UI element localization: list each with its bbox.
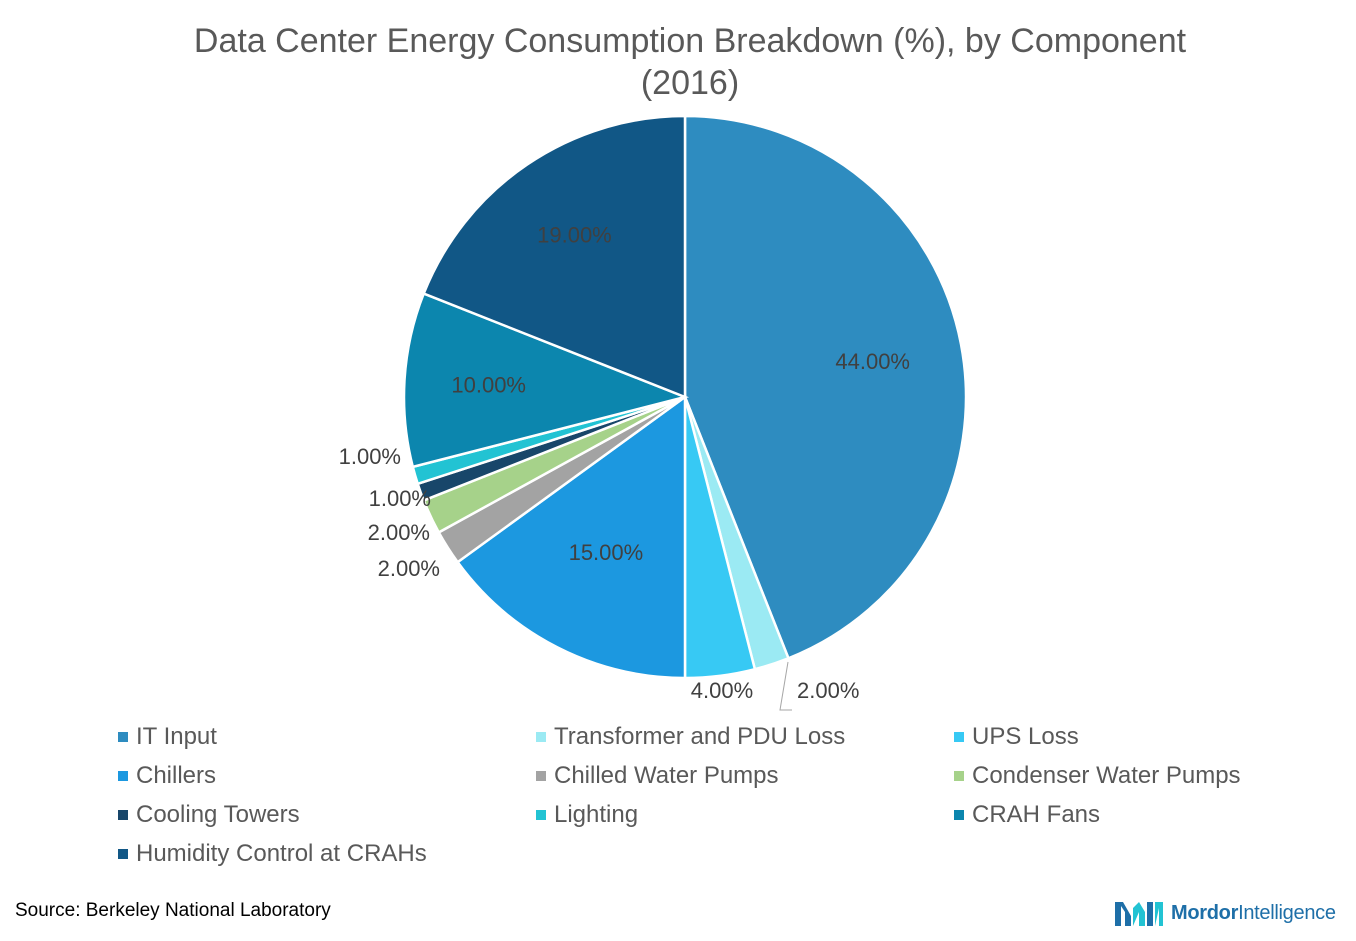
source-note: Source: Berkeley National Laboratory	[15, 900, 331, 921]
data-label: 1.00%	[369, 486, 431, 511]
legend-label: Condenser Water Pumps	[972, 762, 1241, 789]
pie-slice-chillers	[455, 394, 687, 680]
legend-label: Lighting	[554, 801, 639, 828]
pie-slice-humidity-control-at-crahs	[422, 114, 687, 399]
legend-item: Chilled Water Pumps	[528, 761, 946, 791]
legend-swatch	[118, 771, 128, 781]
logo-brand-light: Intelligence	[1238, 901, 1336, 924]
legend-label: Chillers	[136, 762, 217, 789]
mordor-logo-icon	[1115, 902, 1163, 926]
legend-item: Transformer and PDU Loss	[528, 722, 946, 752]
data-label: 2.00%	[378, 556, 440, 581]
legend-swatch	[536, 810, 546, 820]
legend-swatch	[954, 810, 964, 820]
legend-label: Cooling Towers	[136, 801, 300, 828]
chart-title: Data Center Energy Consumption Breakdown…	[193, 22, 1187, 102]
mordor-intelligence-logo: MordorIntelligence	[1115, 898, 1336, 928]
legend-item: UPS Loss	[946, 722, 1310, 752]
legend: IT Input Transformer and PDU Loss UPS Loss…	[110, 722, 1310, 869]
data-label: 15.00%	[569, 540, 644, 565]
legend-swatch	[954, 732, 964, 742]
logo-wordmark: MordorIntelligence	[1171, 902, 1336, 925]
legend-swatch	[118, 732, 128, 742]
legend-item: IT Input	[110, 722, 528, 752]
logo-brand-bold: Mordor	[1171, 901, 1239, 924]
data-label: 10.00%	[451, 373, 526, 398]
leader-line	[779, 661, 792, 711]
pie-chart: 44.00% 2.00% 4.00% 15.00% 2.00% 2.00% 1.00% 1.0…	[339, 114, 968, 711]
legend-label: UPS Loss	[972, 723, 1079, 750]
legend-label: IT Input	[136, 723, 217, 750]
legend-label: Transformer and PDU Loss	[554, 723, 846, 750]
legend-item: Lighting	[528, 800, 946, 830]
legend-item: Cooling Towers	[110, 800, 528, 830]
pie-slice-it-input	[683, 114, 968, 660]
legend-swatch	[118, 810, 128, 820]
legend-item: Condenser Water Pumps	[946, 761, 1310, 791]
legend-label: Chilled Water Pumps	[554, 762, 779, 789]
data-label: 19.00%	[537, 222, 612, 247]
legend-swatch	[118, 849, 128, 859]
legend-item: Humidity Control at CRAHs	[110, 839, 528, 869]
data-label: 44.00%	[835, 349, 910, 374]
legend-item: Chillers	[110, 761, 528, 791]
legend-swatch	[954, 771, 964, 781]
data-label: 4.00%	[691, 678, 753, 703]
legend-label: CRAH Fans	[972, 801, 1101, 828]
data-label: 2.00%	[368, 520, 430, 545]
legend-swatch	[536, 732, 546, 742]
pie-slice-crah-fans	[402, 291, 690, 469]
data-label: 1.00%	[339, 444, 401, 469]
data-label: 2.00%	[797, 678, 859, 703]
legend-swatch	[536, 771, 546, 781]
legend-label: Humidity Control at CRAHs	[136, 840, 427, 867]
legend-item: CRAH Fans	[946, 800, 1310, 830]
